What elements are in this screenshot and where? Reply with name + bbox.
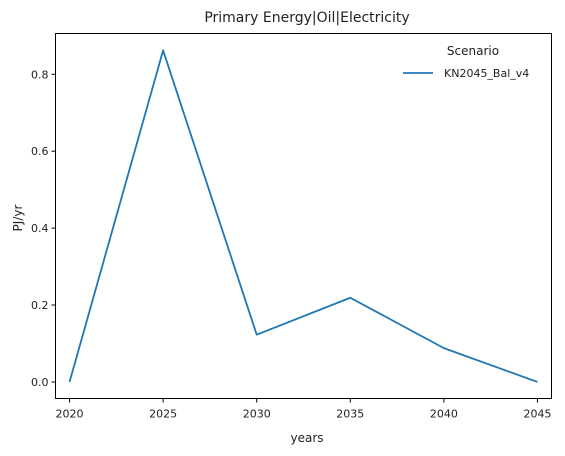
y-axis-label: PJ/yr xyxy=(11,205,25,232)
legend: Scenario KN2045_Bal_v4 xyxy=(403,44,529,80)
chart-title: Primary Energy|Oil|Electricity xyxy=(204,10,409,26)
y-tick-label: 0.0 xyxy=(31,376,49,389)
x-tick-label: 2040 xyxy=(430,408,458,421)
y-tick-label: 0.6 xyxy=(31,145,49,158)
series-layer xyxy=(68,49,538,383)
x-tick-label: 2045 xyxy=(523,408,551,421)
x-tick-label: 2030 xyxy=(243,408,271,421)
y-tick-label: 0.8 xyxy=(31,68,49,81)
plot-area xyxy=(55,33,552,399)
legend-title: Scenario xyxy=(447,44,499,58)
x-axis: 2020 2025 2030 2035 2040 2045 xyxy=(56,398,551,421)
x-axis-label: years xyxy=(290,431,323,445)
y-tick-label: 0.2 xyxy=(31,299,49,312)
plot-frame xyxy=(55,33,552,399)
x-tick-label: 2025 xyxy=(149,408,177,421)
y-tick-label: 0.4 xyxy=(31,222,49,235)
legend-entry-label: KN2045_Bal_v4 xyxy=(444,67,529,80)
x-tick-label: 2035 xyxy=(336,408,364,421)
series-line-0 xyxy=(68,49,538,383)
x-tick-label: 2020 xyxy=(56,408,84,421)
y-axis: 0.0 0.2 0.4 0.6 0.8 xyxy=(31,68,56,389)
